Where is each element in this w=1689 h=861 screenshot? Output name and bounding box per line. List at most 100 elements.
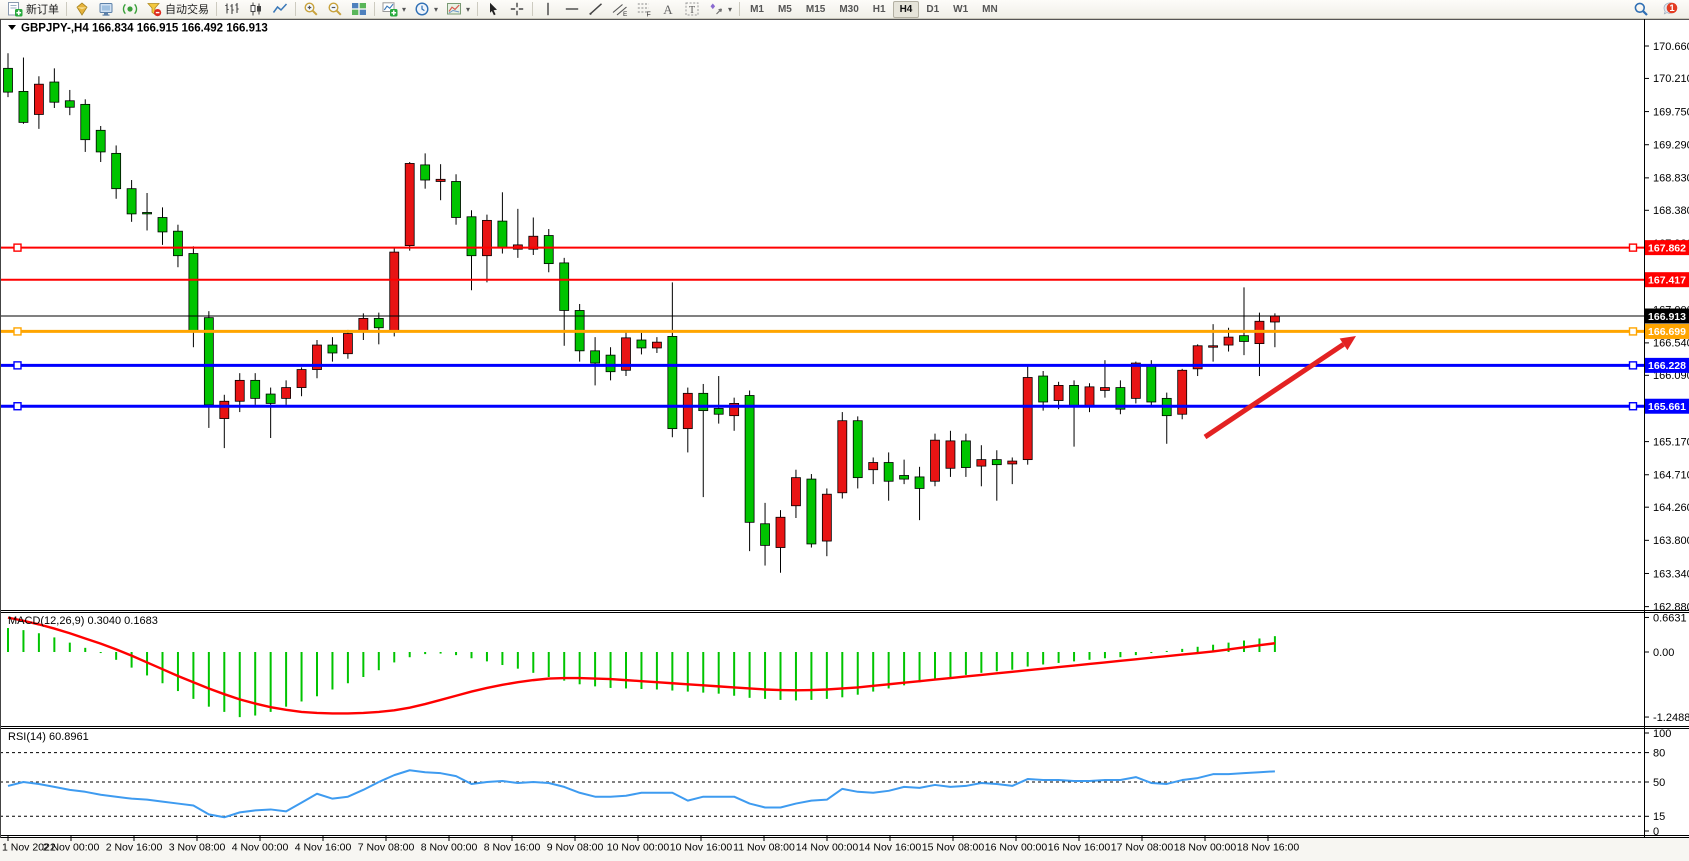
hline-handle[interactable] [1628,243,1638,252]
time-tick-label: 14 Nov 16:00 [859,842,922,854]
candle-body [791,477,801,507]
arrows-button[interactable]: ▾ [704,1,736,18]
price-badge[interactable] [1645,398,1689,414]
candle-body [744,395,755,523]
candle-body [80,103,91,141]
time-tick-label: 2 Nov 16:00 [106,842,163,854]
search-icon [1633,1,1649,17]
candle-body [1084,386,1095,408]
autotrading-button[interactable]: 自动交易 [142,1,213,18]
new-chart-icon [382,1,398,17]
candle-body [1100,387,1110,391]
signals-button[interactable] [118,1,142,18]
time-tick-label: 17 Nov 08:00 [1111,842,1174,854]
fibonacci-button[interactable]: F [632,1,656,18]
trendline-button[interactable] [584,1,608,18]
price-tick-label: 166.090 [1653,370,1689,382]
new-order-label: 新订单 [26,4,59,16]
candle-body [482,219,492,257]
hline-handle[interactable] [1628,361,1638,370]
rsi-tick-label: 15 [1653,811,1665,823]
cursor-button[interactable] [481,1,505,18]
rsi-line [7,769,1275,819]
templates-button[interactable]: ▾ [442,1,474,18]
time-tick-label: 1 Nov 2022 [2,842,56,854]
candle-body [868,462,879,471]
hline-handle[interactable] [13,402,22,411]
candle-body [234,379,245,402]
candle-body [914,476,925,489]
template-icon [446,1,462,17]
price-badge[interactable] [1645,357,1689,373]
candle-body [312,344,322,370]
crosshair-button[interactable] [505,1,529,18]
zoom-out-button[interactable] [323,1,347,18]
bar-chart-button[interactable] [220,1,244,18]
price-badge[interactable] [1645,240,1689,256]
candlestick-chart-button[interactable] [244,1,268,18]
market-button[interactable] [70,1,94,18]
notifications-button[interactable]: 1 [1658,1,1682,18]
hline-handle[interactable] [13,361,22,370]
time-tick-label: 10 Nov 16:00 [670,842,733,854]
candle-body [1022,377,1033,461]
line-chart-button[interactable] [268,1,292,18]
timeframe-m15[interactable]: M15 [799,1,832,18]
zoom-in-button[interactable] [299,1,323,18]
timeframe-h4[interactable]: H4 [892,0,920,18]
line-chart-icon [272,1,288,17]
bar-chart-icon [224,1,240,17]
price-tick-label: 169.750 [1653,106,1689,118]
timeframe-m30[interactable]: M30 [832,1,865,18]
tile-windows-button[interactable] [347,1,371,18]
trend-arrow-line[interactable] [1203,342,1345,440]
candle-body [1146,364,1157,403]
rsi-tick-label: 100 [1653,728,1671,740]
time-tick-label: 9 Nov 08:00 [547,842,604,854]
hline-handle[interactable] [13,243,22,252]
collapse-triangle-icon[interactable] [8,25,16,30]
price-badge[interactable] [1645,323,1689,339]
hline-handle[interactable] [1628,327,1638,336]
timeframe-d1[interactable]: D1 [919,1,946,18]
time-tick-label: 18 Nov 00:00 [1174,842,1237,854]
candle-body [1208,345,1218,348]
price-tick-label: 164.260 [1653,502,1689,514]
candle-body [991,459,1002,466]
timeframe-mn[interactable]: MN [975,1,1005,18]
vertical-line-button[interactable] [536,1,560,18]
rsi-label: RSI(14) 60.8961 [8,731,89,743]
timeframe-w1[interactable]: W1 [946,1,975,18]
search-button[interactable] [1629,1,1653,18]
candle-body [281,387,292,399]
timeframe-m5[interactable]: M5 [771,1,799,18]
candle-body [373,317,384,329]
hline-handle[interactable] [13,327,22,336]
channel-button[interactable]: E [608,1,632,18]
time-tick-label: 18 Nov 16:00 [1237,842,1300,854]
new-chart-button[interactable]: ▾ [378,1,410,18]
candle-body [1007,460,1018,465]
chevron-down-icon: ▾ [728,4,733,14]
periods-button[interactable]: ▾ [410,1,442,18]
new-order-button[interactable]: 新订单 [3,1,63,18]
text-label-button[interactable]: T [680,1,704,18]
candle-body [760,523,770,546]
timeframe-m1[interactable]: M1 [743,1,771,18]
price-badge[interactable] [1645,272,1689,288]
candle-body [64,100,75,108]
terminal-button[interactable] [94,1,118,18]
horizontal-line-button[interactable] [560,1,584,18]
candle-body [49,81,60,103]
time-tick-label: 4 Nov 16:00 [295,842,352,854]
candle-body [961,440,971,468]
hline-handle[interactable] [1628,402,1638,411]
price-badge[interactable] [1645,308,1689,324]
text-button[interactable]: A [656,1,680,18]
trend-arrow-head[interactable] [1339,336,1356,351]
rsi-tick-label: 0 [1653,826,1659,838]
timeframe-h1[interactable]: H1 [866,1,893,18]
autotrading-label: 自动交易 [165,4,209,16]
